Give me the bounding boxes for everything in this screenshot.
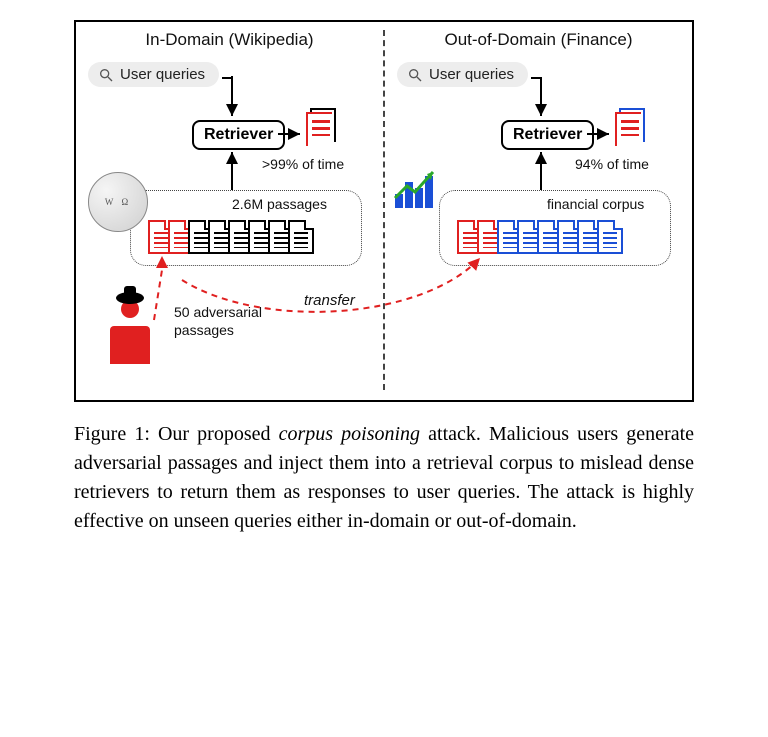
caption-prefix: Figure 1: Our proposed — [74, 423, 279, 445]
left-arrows — [82, 30, 382, 390]
figure-diagram: In-Domain (Wikipedia) User queries Retri… — [74, 20, 694, 402]
left-panel: In-Domain (Wikipedia) User queries Retri… — [82, 30, 377, 390]
figure-caption: Figure 1: Our proposed corpus poisoning … — [74, 420, 694, 536]
divider — [383, 30, 385, 390]
caption-italic: corpus poisoning — [279, 423, 420, 445]
figure-columns: In-Domain (Wikipedia) User queries Retri… — [82, 30, 686, 390]
right-panel: Out-of-Domain (Finance) User queries Ret… — [391, 30, 686, 390]
right-arrows — [391, 30, 691, 390]
